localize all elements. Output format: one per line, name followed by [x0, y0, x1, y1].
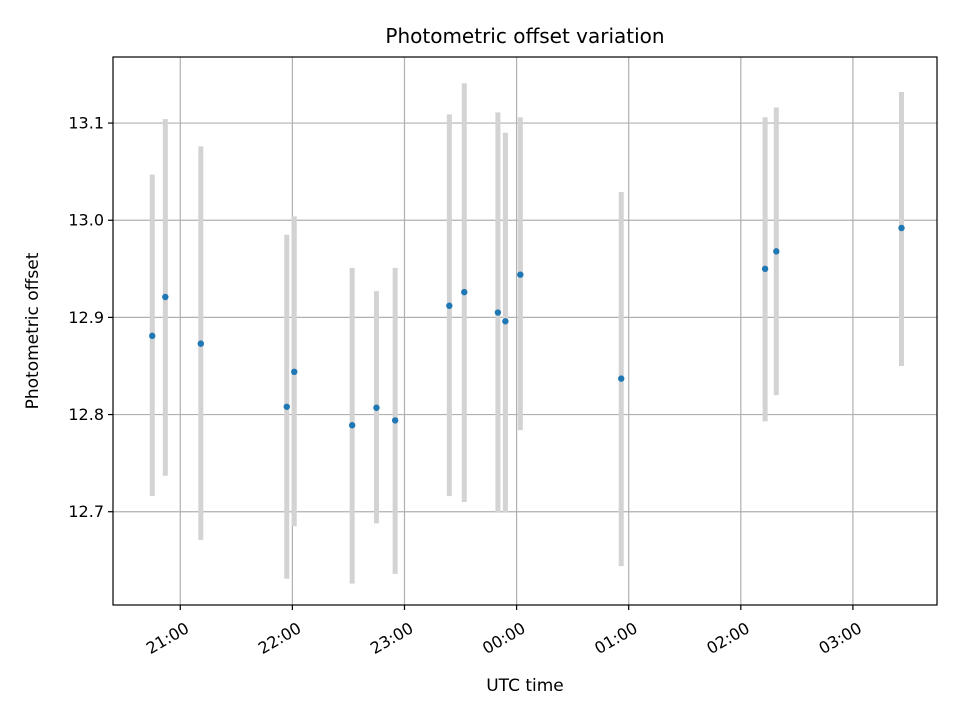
- data-point-4: [291, 368, 298, 376]
- x-tick-label: 03:00: [815, 618, 864, 658]
- y-axis-label: Photometric offset: [23, 252, 43, 409]
- data-point-1: [162, 293, 169, 301]
- data-point-7: [391, 417, 399, 424]
- data-point-5: [348, 422, 356, 429]
- data-point-2: [197, 340, 205, 347]
- data-point-13: [618, 375, 625, 382]
- chart-title: Photometric offset variation: [385, 24, 664, 48]
- y-tick-label: 12.7: [68, 502, 104, 521]
- y-tick-label: 13.1: [68, 114, 104, 133]
- y-tick-label: 12.9: [68, 308, 104, 327]
- x-tick-label: 02:00: [703, 618, 752, 658]
- data-point-12: [517, 271, 524, 278]
- y-tick-label: 12.8: [68, 405, 104, 424]
- x-axis-label: UTC time: [486, 676, 564, 696]
- x-tick-label: 22:00: [255, 618, 304, 658]
- x-tick-label: 23:00: [367, 618, 416, 658]
- data-point-15: [773, 248, 780, 255]
- data-point-8: [446, 302, 453, 309]
- data-point-0: [149, 332, 156, 340]
- data-point-3: [283, 403, 290, 410]
- x-tick-label: 21:00: [143, 618, 192, 658]
- x-tick-label: 00:00: [479, 618, 528, 658]
- data-point-9: [461, 288, 468, 296]
- y-axis-ticks: 12.7 12.8 12.9 13.0 13.1: [68, 114, 113, 521]
- data-point-6: [373, 404, 380, 411]
- errorbars: [149, 83, 904, 584]
- data-point-16: [898, 224, 905, 232]
- x-axis-ticks: 21:00 22:00 23:00 00:00 01:00 02:00 03:00: [143, 605, 865, 658]
- y-tick-label: 13.0: [68, 211, 104, 230]
- data-point-10: [494, 309, 502, 316]
- grid: [113, 57, 937, 605]
- data-points: [149, 224, 905, 429]
- data-point-14: [761, 265, 769, 273]
- plot-frame: [112, 56, 938, 606]
- data-point-11: [502, 318, 509, 325]
- x-tick-label: 01:00: [591, 618, 640, 658]
